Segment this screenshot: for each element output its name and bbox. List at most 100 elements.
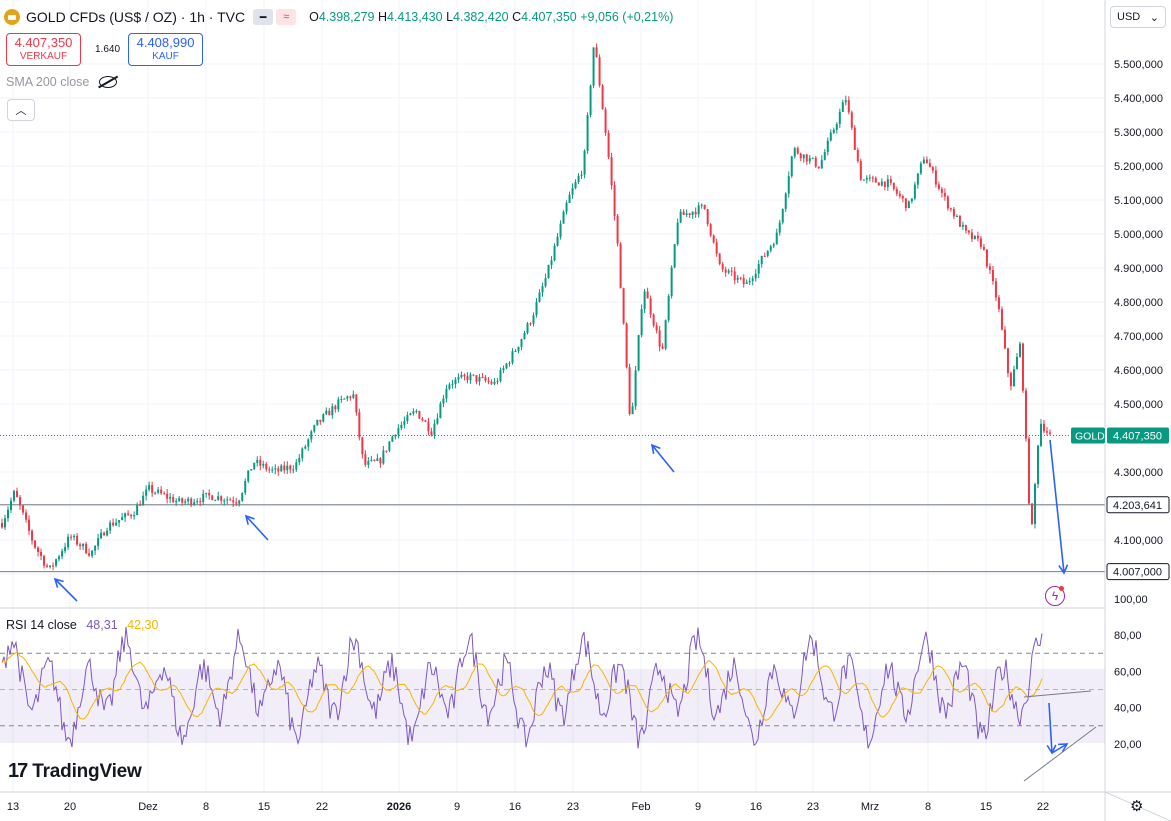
candle-body [610,157,613,186]
candle-body [247,470,250,482]
candle-body [556,236,559,246]
candle-body [661,346,664,349]
candle-body [550,260,553,265]
hidden-eye-icon[interactable] [99,76,118,88]
rsi-line [1,626,1043,749]
candle-body [151,485,154,493]
candle-body [916,173,919,185]
candle-body [529,323,532,325]
time-tick-label: 22 [1037,801,1049,813]
candle-body [499,370,502,382]
candle-body [574,181,577,189]
candle-body [1049,432,1051,434]
candle-body [469,374,472,381]
gear-icon[interactable]: ⚙ [1130,798,1144,815]
candle-body [490,381,493,384]
candle-body [325,410,328,415]
time-tick-label: 16 [509,801,521,813]
candle-body [241,492,244,501]
candle-body [289,465,292,470]
candle-body [985,249,988,267]
buy-button[interactable]: 4.408,990 KAUF [128,33,204,66]
candle-body [967,230,970,233]
current-price-tag [1107,427,1169,444]
arrow-drawing-1-head [53,577,64,588]
candle-body [196,501,199,503]
candle-body [271,469,274,471]
time-tick-label: 8 [203,801,209,813]
candles [1,43,1051,571]
candle-body [313,425,316,432]
candle-body [868,177,871,179]
candle-body [436,418,439,424]
candle-body [22,505,25,513]
candle-body [652,314,655,326]
candle-body [667,295,670,321]
candle-body [907,201,910,209]
sell-button[interactable]: 4.407,350 VERKAUF [6,33,81,66]
candle-body [883,181,886,188]
candle-body [898,193,901,197]
candle-body [355,394,358,413]
candle-body [793,148,796,157]
candle-body [1006,348,1009,374]
candle-body [28,519,31,531]
trade-panel: 4.407,350 VERKAUF 1.640 4.408,990 KAUF [6,33,204,66]
candle-body [55,559,58,566]
wave-icon[interactable]: ≈ [276,9,297,25]
rsi-legend[interactable]: RSI 14 close 48,31 42,30 [6,618,158,632]
candle-body [1027,438,1030,504]
candle-body [106,530,109,536]
candle-body [184,501,187,503]
candle-body [37,547,40,552]
candle-body [1009,373,1012,387]
candle-body [493,381,496,384]
time-tick-label: 2026 [387,801,411,813]
candle-body [955,215,958,217]
candle-body [958,215,961,227]
candle-body [373,459,376,461]
currency-select[interactable]: USD ⌄ [1110,6,1166,28]
candle-body [946,196,949,209]
symbol-title[interactable]: GOLD CFDs (US$ / OZ) · 1h · TVC [26,9,246,25]
candle-body [823,151,826,160]
candle-body [838,111,841,125]
candle-body [790,156,793,177]
candle-body [976,235,979,239]
candle-body [58,556,61,560]
candle-body [580,174,583,176]
candle-body [520,339,523,347]
candle-body [943,192,946,197]
candle-body [514,350,517,352]
candle-body [142,495,145,506]
candle-body [358,412,361,438]
candle-body [133,515,136,517]
candle-body [904,198,907,209]
candle-body [646,291,649,299]
candle-body [589,85,592,116]
price-tick-label: 4.900,000 [1114,263,1163,275]
trendline-upper [1023,690,1092,698]
candle-body [799,153,802,159]
sma-legend[interactable]: SMA 200 close [6,75,118,89]
candle-body [586,115,589,151]
candle-body [31,530,34,541]
candle-body [544,278,547,287]
lightning-alert-icon[interactable]: ϟ [1045,586,1065,606]
candle-body [634,370,637,407]
candle-body [238,500,241,504]
candle-body [961,225,964,227]
candle-body [253,462,256,470]
candle-body [712,235,715,243]
collapse-legend-button[interactable]: ︿ [7,99,35,121]
candle-body [391,436,394,442]
candle-body [913,184,916,199]
change-value: +9,056 (+0,21%) [580,10,674,24]
candle-body [166,493,169,499]
candle-body [439,403,442,419]
candle-body [1021,343,1024,391]
minus-icon[interactable]: ━ [253,9,274,25]
candle-body [169,497,172,499]
candle-body [46,565,49,567]
